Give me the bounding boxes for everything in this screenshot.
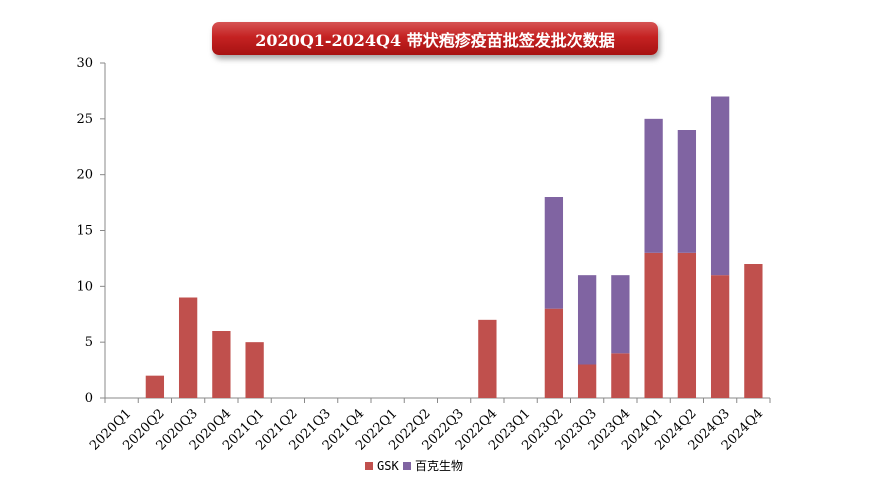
bar-gsk-2024Q4	[744, 264, 763, 398]
bar-gsk-2020Q2	[145, 375, 165, 398]
bar-gsk-2023Q4	[611, 353, 630, 398]
chart-title: 2020Q1-2024Q4 带状疱疹疫苗批签发批次数据	[255, 30, 615, 50]
bar-gsk-2024Q3	[710, 275, 730, 398]
y-tick-label: 0	[85, 391, 93, 406]
chart-title-box: 2020Q1-2024Q4 带状疱疹疫苗批签发批次数据	[212, 22, 658, 55]
bar-baike-2024Q1	[644, 118, 663, 253]
y-tick-label: 20	[76, 168, 93, 183]
y-tick-label: 25	[76, 112, 93, 127]
bar-baike-2023Q3	[577, 275, 597, 365]
legend-label-baike: 百克生物	[415, 459, 463, 473]
bar-baike-2024Q2	[677, 130, 697, 253]
y-tick-label: 10	[76, 279, 93, 294]
bar-gsk-2023Q2	[544, 308, 564, 398]
y-tick-label: 5	[85, 335, 93, 350]
bar-gsk-2020Q4	[212, 331, 231, 398]
y-tick-label: 15	[76, 224, 93, 239]
bar-baike-2023Q2	[544, 197, 564, 309]
legend-label-gsk: GSK	[377, 459, 399, 473]
legend-swatch-gsk	[365, 462, 373, 470]
bar-gsk-2020Q3	[178, 297, 198, 398]
legend-swatch-baike	[403, 462, 411, 470]
y-tick-label: 30	[76, 56, 93, 71]
bar-gsk-2022Q4	[478, 319, 497, 398]
bar-gsk-2024Q2	[677, 252, 697, 398]
bar-baike-2024Q3	[710, 96, 730, 276]
bar-gsk-2023Q3	[577, 364, 597, 398]
bar-baike-2023Q4	[611, 275, 630, 354]
bar-gsk-2024Q1	[644, 252, 663, 398]
bar-gsk-2021Q1	[245, 342, 264, 398]
